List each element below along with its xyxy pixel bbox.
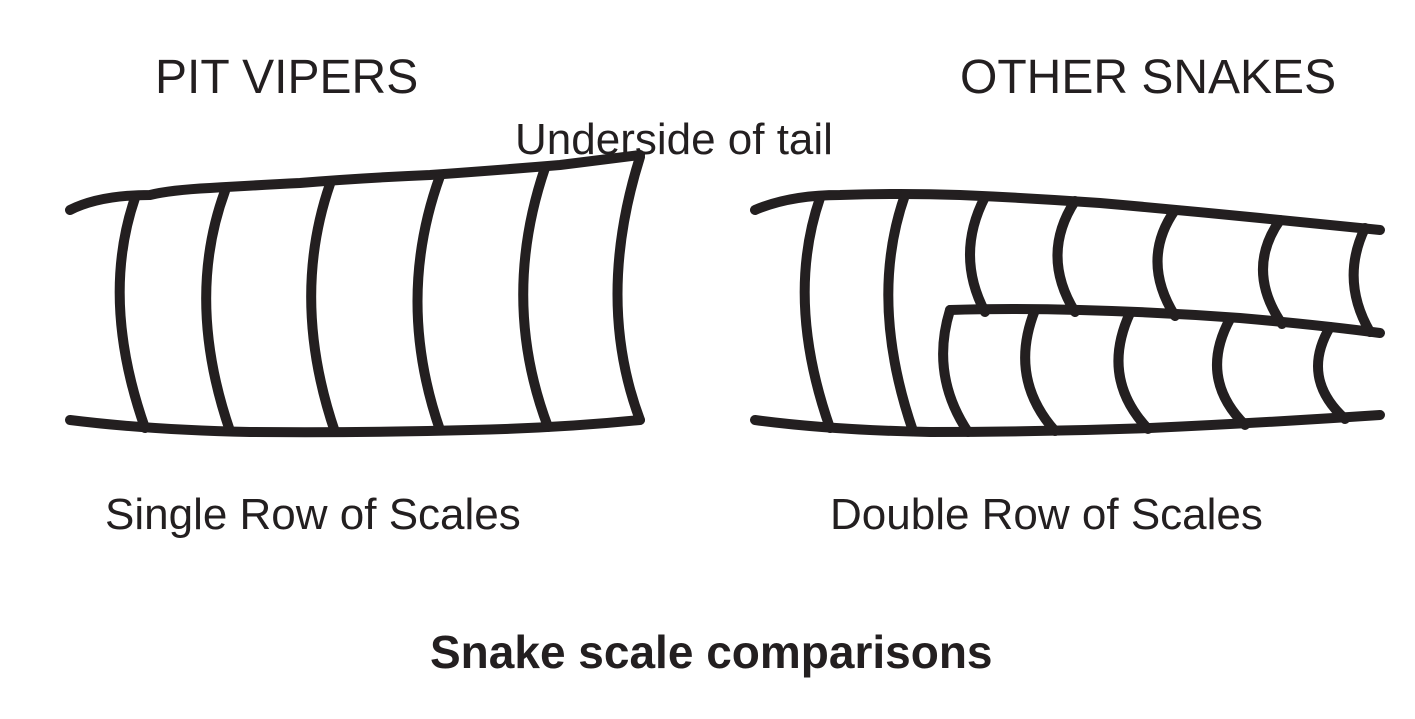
scales-illustration [0, 0, 1415, 719]
diagram-stage: PIT VIPERS OTHER SNAKES Underside of tai… [0, 0, 1415, 719]
double-row-scales-drawing [755, 194, 1380, 432]
single-row-scales-drawing [70, 155, 640, 432]
